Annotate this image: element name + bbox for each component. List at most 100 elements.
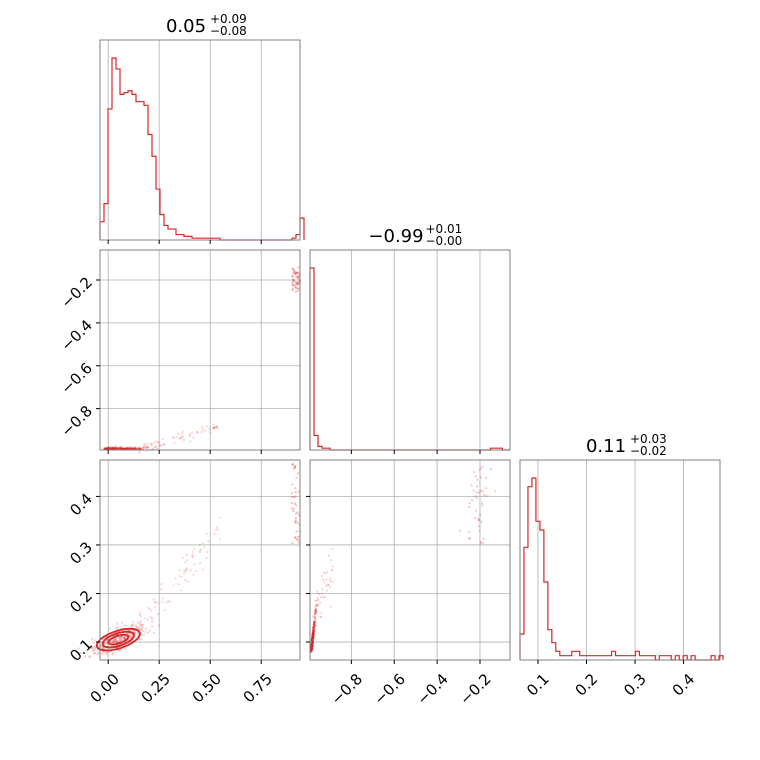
sample-point: [310, 647, 313, 650]
sample-point: [138, 447, 141, 450]
sample-point: [209, 431, 212, 434]
sample-point: [311, 639, 314, 642]
sample-point: [127, 446, 130, 449]
sample-point: [311, 636, 314, 640]
sample-point: [290, 501, 293, 505]
sample-point: [320, 611, 323, 614]
sample-point: [181, 433, 184, 436]
sample-point: [331, 565, 334, 568]
sample-point: [291, 462, 294, 466]
sample-point: [144, 627, 148, 630]
sample-point: [296, 289, 299, 292]
sample-point: [131, 624, 134, 627]
sample-point: [294, 283, 298, 286]
sample-point: [312, 627, 315, 630]
sample-point: [115, 447, 118, 450]
sample-point: [310, 642, 314, 645]
sample-point: [311, 632, 315, 635]
sample-point: [130, 447, 134, 450]
sample-point: [329, 577, 332, 580]
sample-point: [311, 637, 314, 640]
sample-point: [310, 648, 313, 652]
sample-point: [198, 549, 202, 552]
sample-point: [191, 550, 194, 553]
sample-point: [135, 446, 138, 450]
sample-point: [132, 447, 135, 450]
sample-point: [312, 640, 315, 643]
sample-point: [310, 648, 313, 652]
sample-point: [182, 438, 186, 442]
sample-point: [292, 279, 295, 282]
sample-point: [139, 628, 143, 631]
sample-point: [142, 624, 145, 627]
sample-point: [201, 425, 204, 428]
x-tick-label: −0.8: [328, 670, 366, 708]
sample-point: [92, 646, 95, 649]
sample-point: [112, 639, 115, 643]
sample-point: [297, 275, 300, 278]
sample-point: [107, 446, 111, 449]
sample-point: [139, 611, 142, 614]
sample-point: [310, 649, 313, 653]
sample-point: [120, 447, 124, 450]
sample-point: [118, 447, 121, 450]
sample-point: [482, 537, 485, 540]
panel-scatter-0-2: 0.00 0.25 0.50 0.750.10.20.30.4: [66, 459, 302, 706]
sample-point: [188, 434, 191, 438]
sample-point: [123, 636, 126, 639]
sample-point: [291, 267, 294, 271]
sample-point: [160, 444, 163, 447]
sample-point: [295, 476, 298, 479]
sample-point: [88, 655, 91, 658]
sample-point: [312, 623, 316, 626]
sample-point: [311, 641, 314, 644]
sample-point: [108, 446, 111, 449]
sample-point: [310, 643, 313, 646]
sample-point: [312, 626, 316, 630]
sample-point: [115, 627, 118, 630]
sample-point: [310, 644, 313, 647]
sample-point: [112, 446, 115, 450]
sample-point: [106, 446, 110, 450]
sample-point: [138, 613, 141, 616]
sample-point: [205, 550, 209, 553]
sample-point: [218, 538, 221, 541]
sample-point: [118, 447, 122, 450]
sample-point: [310, 645, 313, 648]
sample-point: [312, 620, 316, 623]
sample-point: [198, 550, 202, 554]
sample-point: [311, 637, 314, 640]
sample-point: [322, 595, 325, 598]
sample-point: [311, 639, 314, 642]
sample-point: [132, 447, 135, 450]
sample-point: [110, 447, 114, 450]
title-plus: +0.01: [426, 222, 463, 236]
sample-point: [139, 614, 142, 618]
sample-point: [125, 447, 129, 450]
sample-point: [109, 446, 112, 449]
sample-point: [312, 629, 315, 632]
sample-point: [293, 269, 296, 272]
sample-point: [158, 441, 161, 444]
sample-point: [312, 629, 315, 632]
sample-point: [138, 447, 141, 450]
sample-point: [310, 647, 313, 650]
sample-point: [110, 447, 114, 450]
sample-point: [312, 625, 315, 628]
sample-point: [111, 447, 114, 450]
sample-point: [313, 625, 316, 628]
sample-point: [106, 447, 110, 450]
sample-point: [118, 639, 121, 643]
sample-point: [311, 639, 314, 642]
sample-point: [311, 629, 315, 632]
sample-point: [124, 647, 127, 651]
sample-point: [191, 431, 194, 434]
sample-point: [123, 447, 126, 450]
sample-point: [312, 633, 315, 636]
sample-point: [105, 446, 108, 449]
sample-point: [311, 644, 314, 647]
sample-point: [294, 491, 297, 494]
sample-point: [180, 575, 183, 578]
sample-point: [104, 447, 107, 450]
sample-point: [134, 447, 137, 450]
